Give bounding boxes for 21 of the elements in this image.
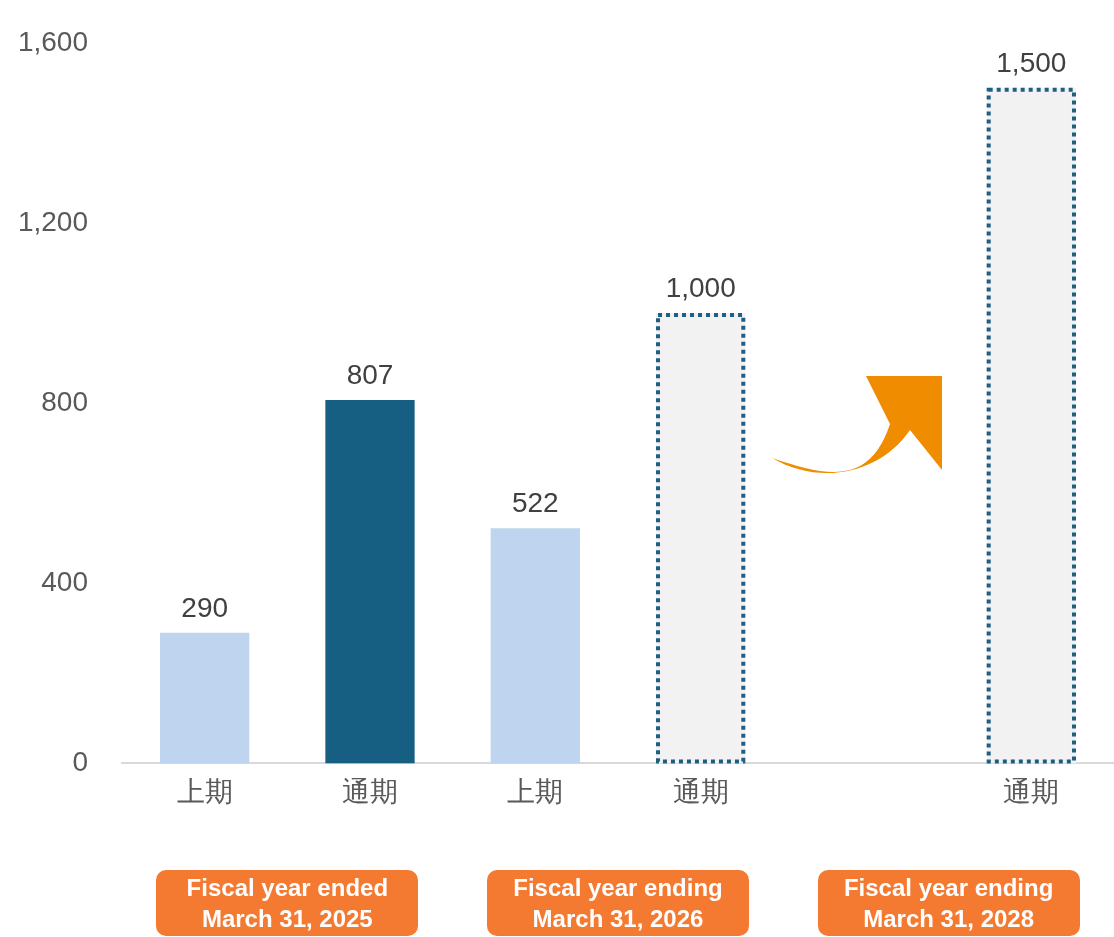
x-tick-label: 上期 (507, 775, 564, 809)
data-label: 290 (181, 591, 229, 623)
y-tick-label: 0 (72, 746, 88, 778)
y-tick-label: 400 (41, 565, 88, 597)
bar (325, 399, 415, 764)
y-tick-label: 1,200 (17, 205, 88, 237)
x-tick-label: 通期 (342, 775, 398, 809)
data-label: 1,000 (665, 271, 736, 303)
text: Fiscal year ending March 31, 2026 (487, 870, 749, 936)
data-label: 522 (511, 487, 559, 519)
data-label: 807 (346, 358, 394, 390)
x-tick-label: 上期 (176, 775, 233, 809)
bar (160, 632, 250, 764)
text: Fiscal year ending March 31, 2028 (817, 870, 1080, 936)
x-tick-label: 通期 (1003, 775, 1060, 809)
y-tick-label: 1,600 (17, 25, 88, 57)
x-tick-label: 通期 (672, 775, 729, 809)
bar (490, 528, 580, 764)
text: Fiscal year ended March 31, 2025 (156, 870, 419, 936)
data-label: 1,500 (996, 46, 1067, 78)
y-tick-label: 800 (41, 385, 88, 417)
